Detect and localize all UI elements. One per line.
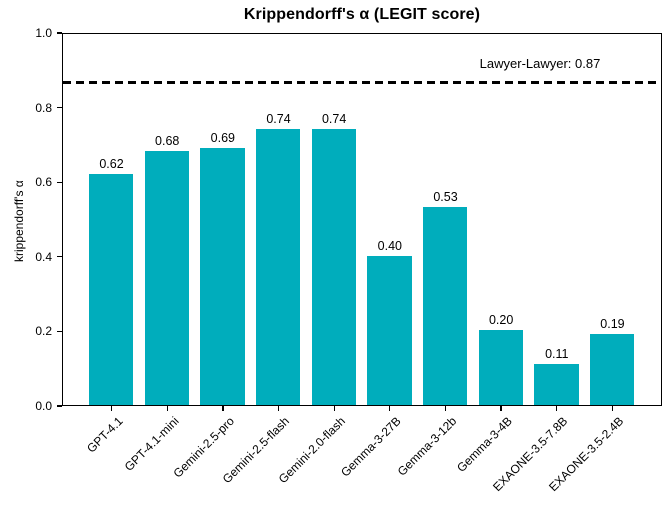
bar — [534, 363, 579, 405]
bar — [200, 147, 245, 405]
x-tick-label: Gemini-2.5-pro — [170, 414, 237, 481]
x-tick-mark — [277, 406, 280, 411]
bar — [255, 128, 301, 405]
x-tick-label: Gemma-3-4B — [454, 414, 516, 475]
x-tick-mark — [500, 406, 502, 411]
x-tick-mark — [444, 406, 447, 411]
y-axis-label: krippendorff's α — [12, 180, 26, 262]
y-tick-label: 0.0 — [35, 399, 52, 413]
x-tick-label: Gemma-3-12b — [394, 414, 460, 479]
bar — [589, 334, 635, 405]
x-tick-mark — [166, 406, 168, 411]
x-tick-mark — [333, 406, 335, 411]
bar — [144, 151, 190, 405]
bar — [311, 128, 357, 405]
reference-line-label: Lawyer-Lawyer: 0.87 — [479, 56, 601, 71]
bar — [367, 255, 412, 405]
y-tick-label: 0.2 — [35, 324, 52, 339]
chart-title: Krippendorff's α (LEGIT score) — [243, 6, 481, 23]
x-tick-label: EXAONE-3.5-2.4B — [546, 414, 627, 495]
x-tick-mark — [611, 406, 614, 411]
plot-area — [62, 33, 662, 406]
bar — [478, 330, 524, 405]
bar — [88, 173, 134, 405]
bar — [422, 207, 468, 405]
x-tick-mark — [556, 406, 558, 411]
x-tick-mark — [389, 406, 391, 411]
x-tick-label: GPT-4.1 — [83, 414, 126, 456]
reference-line — [63, 81, 661, 84]
x-tick-label: EXAONE-3.5-7.8B — [490, 414, 571, 495]
y-tick-label: 0.8 — [35, 100, 52, 115]
x-tick-mark — [110, 406, 113, 411]
x-tick-mark — [222, 406, 224, 411]
x-tick-label: Gemini-2.0-flash — [275, 414, 349, 487]
y-tick-label: 1.0 — [35, 26, 52, 40]
x-tick-label: Gemini-2.5-flash — [220, 414, 293, 487]
x-tick-label: GPT-4.1-mini — [121, 414, 182, 474]
x-tick-label: Gemma-3-27B — [338, 414, 404, 480]
